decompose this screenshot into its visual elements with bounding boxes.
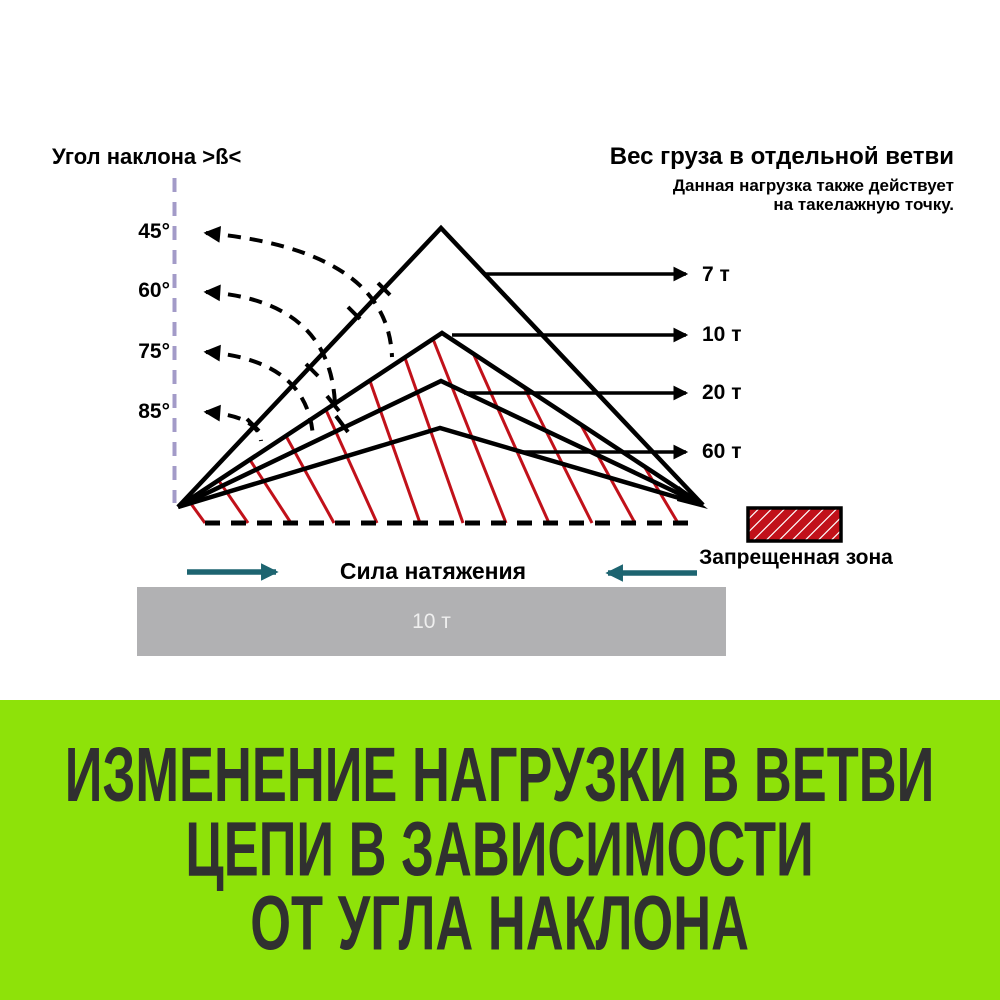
angle-axis-title: Угол наклона >ß<: [52, 144, 242, 169]
banner-line-1: ИЗМЕНЕНИЕ НАГРУЗКИ В ВЕТВИ: [65, 731, 935, 819]
triangle-75deg: [177, 378, 704, 510]
triangle-60deg: [176, 330, 705, 509]
load-label-7t: 7 т: [702, 263, 730, 286]
title-banner-text: ИЗМЕНЕНИЕ НАГРУЗКИ В ВЕТВИ ЦЕПИ В ЗАВИСИ…: [65, 731, 935, 967]
load-bar: 10 т: [137, 587, 726, 656]
title-banner: ИЗМЕНЕНИЕ НАГРУЗКИ В ВЕТВИ ЦЕПИ В ЗАВИСИ…: [0, 700, 1000, 1000]
convergence-arrowhead: [677, 486, 708, 509]
forbidden-zone-swatch: [746, 506, 843, 543]
load-label-60t: 60 т: [702, 440, 742, 463]
angle-arc-60: [203, 284, 337, 405]
load-label-10t: 10 т: [702, 323, 742, 346]
forbidden-zone-hatch: [187, 338, 680, 524]
diagram-canvas: [172, 178, 843, 582]
weight-subtitle-line2: на такелажную точку.: [773, 195, 954, 214]
angle-label-85: 85°: [138, 400, 170, 423]
banner-line-3: ОТ УГЛА НАКЛОНА: [250, 880, 750, 967]
triangle-45deg: [176, 224, 705, 509]
load-bar-value: 10 т: [412, 609, 451, 633]
angle-arc-85: [203, 404, 263, 442]
weight-title-block: Вес груза в отдельной ветви Данная нагру…: [520, 143, 954, 215]
angle-arc-75: [203, 344, 315, 438]
weight-subtitle-line1: Данная нагрузка также действует: [672, 176, 954, 195]
forbidden-zone-label: Запрещенная зона: [699, 546, 893, 569]
arc-tick-marks: [245, 281, 392, 434]
weight-subtitle: Данная нагрузка также действует на такел…: [520, 176, 954, 214]
tension-label: Сила натяжения: [339, 558, 527, 584]
angle-label-45: 45°: [138, 220, 170, 243]
angle-label-75: 75°: [138, 340, 170, 363]
angle-arc-45: [203, 225, 394, 358]
triangle-85deg: [177, 425, 704, 510]
load-label-20t: 20 т: [702, 381, 742, 404]
angle-label-60: 60°: [138, 279, 170, 302]
banner-line-2: ЦЕПИ В ЗАВИСИМОСТИ: [185, 806, 815, 893]
weight-title: Вес груза в отдельной ветви: [609, 143, 954, 170]
